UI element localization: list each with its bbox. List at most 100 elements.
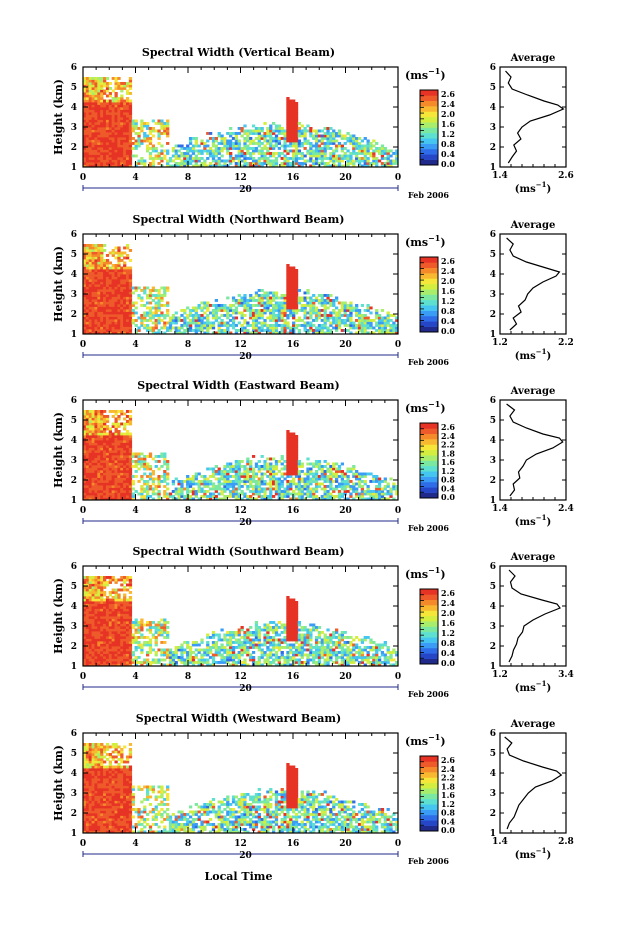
heatmap-cell	[314, 311, 319, 315]
heatmap-cell	[340, 329, 344, 332]
heatmap-cell	[83, 455, 87, 458]
heatmap-cell	[340, 462, 344, 466]
heatmap-cell	[386, 492, 390, 496]
heatmap-cell	[274, 485, 279, 488]
heatmap-cell	[146, 487, 150, 491]
heatmap-cell	[174, 490, 178, 493]
heatmap-cell	[260, 157, 264, 160]
heatmap-cell	[335, 480, 339, 483]
heatmap-cell	[108, 107, 113, 110]
heatmap-cell	[329, 321, 333, 325]
colorbar-tick-label: 1.6	[441, 286, 455, 296]
heatmap-cell	[237, 132, 241, 135]
heatmap-cell	[286, 314, 290, 317]
heatmap-cell	[183, 152, 187, 155]
heatmap-cell	[88, 485, 92, 488]
heatmap-cell	[125, 284, 130, 287]
heatmap-cell	[283, 309, 287, 312]
heatmap-cell	[346, 470, 350, 473]
heatmap-cell	[186, 321, 190, 325]
heatmap-cell	[372, 331, 376, 335]
heatmap-cell	[100, 450, 104, 453]
heatmap-cell	[349, 321, 353, 325]
heatmap-cell	[100, 152, 104, 155]
heatmap-cell	[277, 477, 281, 481]
heatmap-cell	[123, 261, 127, 265]
colorbar-tick-label: 2.6	[441, 89, 455, 99]
heatmap-cell	[117, 435, 121, 438]
heatmap-cell	[289, 109, 293, 113]
heatmap-cell	[128, 129, 133, 133]
heatmap-cell	[326, 137, 330, 140]
heatmap-cell	[200, 139, 204, 143]
heatmap-cell	[108, 477, 113, 481]
heatmap-cell	[260, 294, 264, 297]
heatmap-cell	[200, 149, 204, 153]
heatmap-cell	[108, 94, 113, 98]
colorbar-tick-label: 2.6	[441, 256, 455, 266]
heatmap-cell	[314, 162, 319, 165]
heatmap-cell	[83, 102, 87, 105]
heatmap-cell	[292, 440, 296, 443]
colorbar-swatch	[420, 90, 438, 96]
heatmap-cell	[366, 497, 370, 501]
heatmap-cell	[329, 164, 333, 168]
heatmap-cell	[360, 321, 365, 325]
heatmap-cell	[286, 279, 290, 282]
heatmap-cell	[103, 152, 107, 155]
y-axis-label: Height (km)	[52, 412, 65, 488]
heatmap-cell	[174, 144, 178, 148]
heatmap-cell	[100, 324, 104, 327]
colorbar-swatch	[420, 326, 438, 333]
heatmap-cell	[337, 134, 342, 138]
heatmap-cell	[335, 321, 339, 325]
heatmap-cell	[375, 311, 379, 315]
heatmap-cell	[297, 472, 302, 476]
heatmap-cell	[303, 296, 307, 300]
heatmap-cell	[211, 467, 216, 471]
heatmap-cell	[206, 152, 210, 155]
heatmap-cell	[166, 159, 170, 163]
heatmap-cell	[286, 269, 290, 272]
heatmap-cell	[91, 107, 95, 110]
heatmap-cell	[197, 314, 201, 317]
heatmap-cell	[206, 324, 210, 327]
heatmap-cell	[91, 149, 95, 153]
heatmap-cell	[352, 164, 356, 168]
heatmap-cell	[117, 457, 121, 461]
heatmap-cell	[300, 485, 304, 488]
heatmap-cell	[85, 261, 90, 265]
heatmap-cell	[349, 309, 353, 312]
heatmap-cell	[120, 97, 124, 100]
heatmap-cell	[177, 331, 181, 335]
heatmap-cell	[363, 480, 367, 483]
heatmap-cell	[100, 154, 104, 158]
heatmap-cell	[340, 304, 344, 307]
heatmap-cell	[168, 157, 173, 160]
heatmap-cell	[286, 331, 290, 335]
colorbar-swatch	[420, 449, 438, 456]
heatmap-cell	[260, 304, 264, 307]
heatmap-cell	[231, 490, 236, 493]
heatmap-cell	[197, 306, 201, 310]
heatmap-cell	[85, 259, 90, 262]
heatmap-cell	[91, 154, 95, 158]
heatmap-cell	[180, 154, 184, 158]
heatmap-cell	[103, 149, 107, 153]
heatmap-cell	[108, 104, 113, 108]
heatmap-cell	[157, 291, 161, 295]
heatmap-cell	[303, 477, 307, 481]
heatmap-cell	[134, 164, 138, 168]
heatmap-cell	[105, 435, 110, 438]
heatmap-cell	[323, 149, 327, 153]
heatmap-cell	[300, 497, 304, 501]
heatmap-cell	[280, 329, 284, 332]
heatmap-cell	[91, 269, 95, 272]
heatmap-cell	[372, 319, 376, 322]
heatmap-cell	[257, 311, 261, 315]
heatmap-cell	[125, 139, 130, 143]
colorbar-tick-label: 0.0	[441, 159, 455, 169]
heatmap-cell	[257, 470, 261, 473]
colorbar-swatch	[420, 122, 438, 128]
heatmap-cell	[229, 154, 233, 158]
